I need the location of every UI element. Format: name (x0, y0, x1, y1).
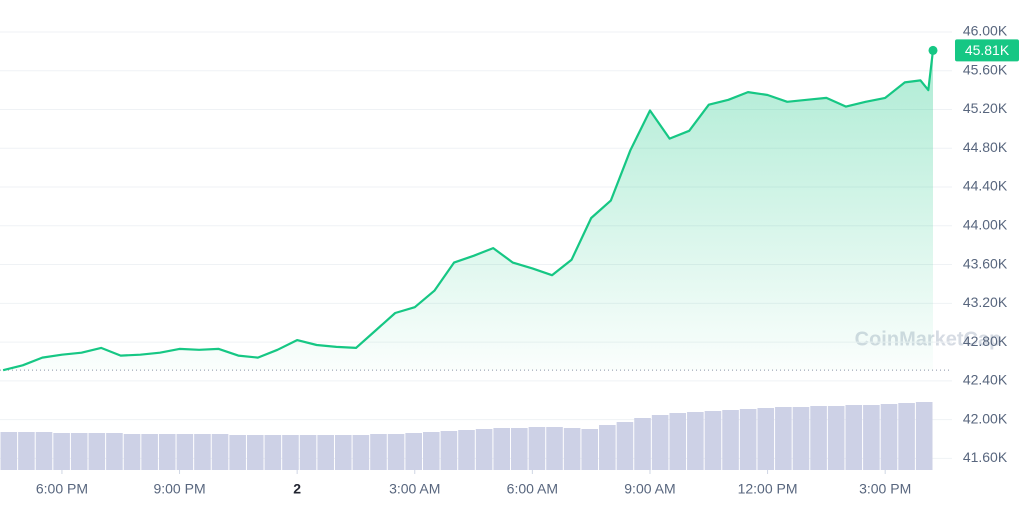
volume-bar (352, 435, 370, 470)
volume-bar (616, 422, 634, 470)
y-tick-label: 43.20K (963, 294, 1008, 310)
x-tick-label: 12:00 PM (738, 481, 798, 497)
volume-bar (669, 413, 687, 470)
volume-bar (827, 406, 845, 470)
y-tick-label: 41.60K (963, 449, 1008, 465)
volume-bar (528, 427, 546, 470)
y-tick-label: 44.40K (963, 178, 1008, 194)
volume-bar (757, 408, 775, 470)
volume-bar (863, 405, 880, 470)
volume-bar (229, 435, 246, 470)
volume-bar (563, 428, 581, 470)
y-tick-label: 42.40K (963, 372, 1008, 388)
x-tick-label: 2 (293, 481, 301, 497)
volume-bar (158, 434, 176, 470)
volume-bar (317, 435, 334, 470)
volume-bar (792, 407, 810, 470)
volume-bar (18, 432, 35, 470)
volume-bar (422, 432, 440, 470)
y-tick-label: 45.20K (963, 100, 1008, 116)
volume-bar (387, 434, 405, 470)
volume-bar (106, 433, 123, 470)
volume-bar (370, 434, 387, 470)
x-tick-label: 9:00 PM (153, 481, 205, 497)
volume-bar (246, 435, 264, 470)
volume-bar (511, 428, 528, 470)
volume-bar (810, 406, 827, 470)
volume-bar (845, 405, 863, 470)
volume-bar (176, 434, 194, 470)
volume-bar (687, 412, 704, 470)
volume-bar (634, 418, 651, 470)
volume-bar (35, 432, 53, 470)
price-tag-label: 45.81K (965, 42, 1010, 58)
area (3, 50, 934, 371)
x-tick-label: 3:00 PM (859, 481, 911, 497)
volume-bar (739, 409, 757, 470)
volume-bar (53, 433, 70, 470)
volume-bar (880, 404, 898, 470)
volume-bar (141, 434, 158, 470)
price-tag (955, 39, 1019, 62)
volume-bar (211, 434, 229, 470)
x-tick-label: 6:00 AM (507, 481, 558, 497)
volume-bar (475, 429, 493, 470)
volume-bar (704, 411, 722, 470)
y-tick-label: 44.00K (963, 216, 1008, 232)
x-tick-label: 9:00 AM (624, 481, 675, 497)
volume-bar (264, 435, 282, 470)
volume-bar (70, 433, 88, 470)
volume-bar (440, 431, 458, 470)
volume-bar (599, 425, 616, 470)
x-tick-label: 6:00 PM (36, 481, 88, 497)
volume-bar (581, 429, 599, 470)
volume-bar (651, 415, 669, 470)
y-tick-label: 43.60K (963, 255, 1008, 271)
volume-bar (546, 427, 563, 470)
volume-bar (898, 403, 915, 470)
volume-bar (722, 410, 739, 470)
volume-bar (458, 430, 475, 470)
volume-bar (493, 428, 511, 470)
volume-bar (282, 435, 299, 470)
volume-bar (405, 433, 422, 470)
last-point (928, 45, 938, 55)
y-tick-label: 42.00K (963, 410, 1008, 426)
volume-bar (775, 407, 792, 470)
y-tick-label: 42.80K (963, 333, 1008, 349)
price-line (2, 50, 935, 372)
y-tick-label: 46.00K (963, 23, 1008, 39)
volume-bar (299, 435, 317, 470)
volume-bar (334, 435, 352, 470)
y-tick-label: 44.80K (963, 139, 1008, 155)
volume-bar (88, 433, 106, 470)
volume-bar (194, 434, 211, 470)
volume-bar (0, 432, 18, 470)
volume-bar (915, 402, 933, 470)
x-tick-label: 3:00 AM (389, 481, 440, 497)
volume-bar (123, 434, 141, 470)
y-tick-label: 45.60K (963, 61, 1008, 77)
